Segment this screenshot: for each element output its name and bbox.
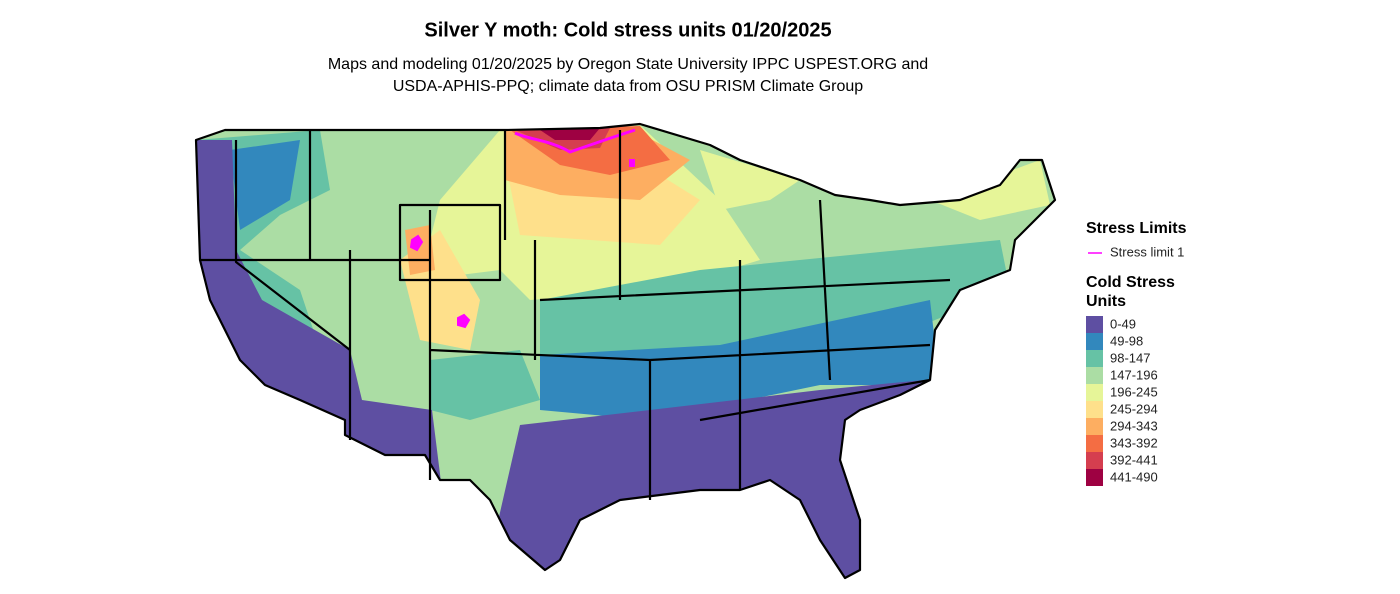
legend-title: Cold Stress <box>1086 274 1175 291</box>
region <box>540 128 600 140</box>
legend-label: 245-294 <box>1110 401 1158 416</box>
legend-label: 294-343 <box>1110 418 1158 433</box>
legend-swatch <box>1086 350 1103 367</box>
map-fill <box>196 124 1055 578</box>
legend-swatch <box>1086 452 1103 469</box>
legend-label: 49-98 <box>1110 333 1143 348</box>
legend-swatch <box>1086 435 1103 452</box>
legend-label: Stress limit 1 <box>1110 244 1184 259</box>
stress-limit-contours <box>409 128 636 329</box>
region <box>700 150 800 210</box>
legend: Stress limit 1 0-49 49-98 98-147 147-196 196-… <box>1086 244 1184 486</box>
legend-title: Units <box>1086 293 1126 310</box>
subtitle: USDA-APHIS-PPQ; climate data from OSU PR… <box>393 78 863 95</box>
legend-label: 147-196 <box>1110 367 1158 382</box>
legend-swatch <box>1086 316 1103 333</box>
legend-label: 98-147 <box>1110 350 1150 365</box>
legend-label: 196-245 <box>1110 384 1158 399</box>
region <box>930 160 1050 220</box>
region <box>430 350 540 420</box>
contour <box>409 234 424 252</box>
legend-title: Stress Limits <box>1086 220 1187 237</box>
legend-swatch <box>1086 401 1103 418</box>
legend-label: 441-490 <box>1110 469 1158 484</box>
legend-label: 343-392 <box>1110 435 1158 450</box>
contour <box>514 128 636 154</box>
legend-label: 0-49 <box>1110 316 1136 331</box>
borders <box>194 122 1057 580</box>
region <box>230 140 300 230</box>
region <box>405 225 435 275</box>
legend-label: 392-441 <box>1110 452 1158 467</box>
contour <box>457 313 471 329</box>
legend-swatch <box>1086 469 1103 486</box>
legend-swatch <box>1086 384 1103 401</box>
legend-swatch <box>1086 333 1103 350</box>
legend-swatch <box>1086 367 1103 384</box>
legend-swatch <box>1086 418 1103 435</box>
contour <box>629 159 635 167</box>
map-title: Silver Y moth: Cold stress units 01/20/2… <box>424 19 831 41</box>
subtitle: Maps and modeling 01/20/2025 by Oregon S… <box>328 56 928 73</box>
